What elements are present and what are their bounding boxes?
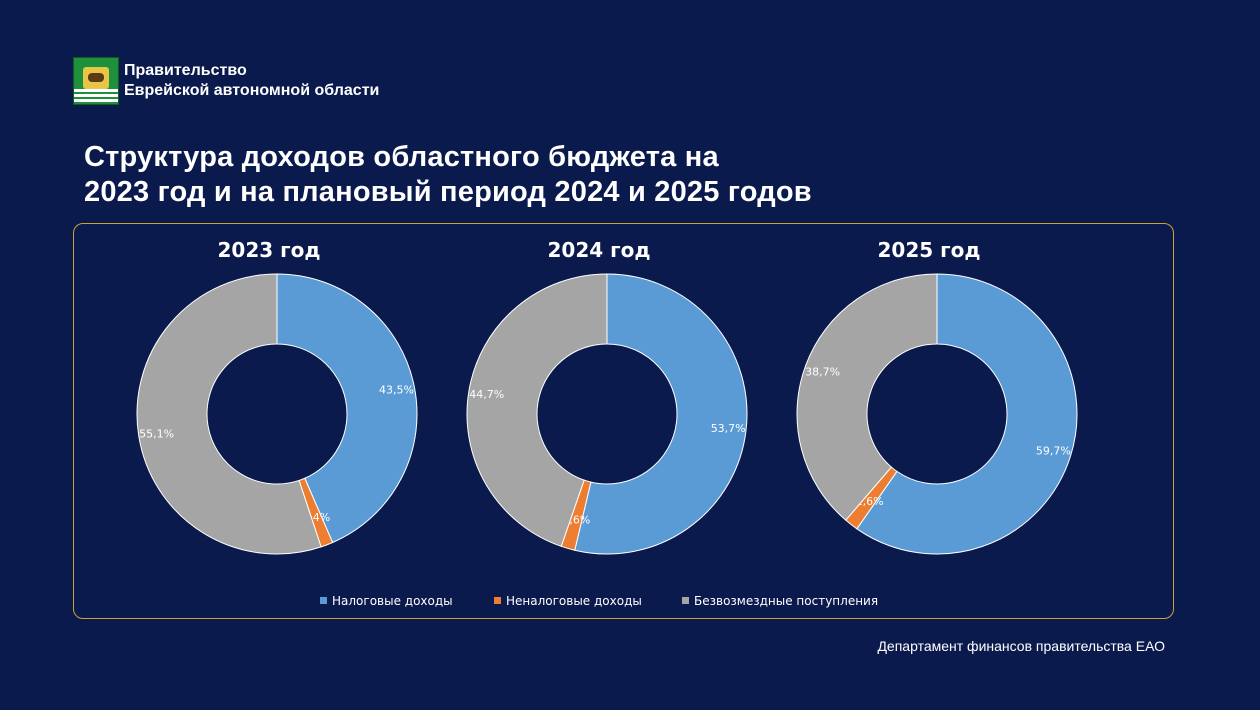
legend-swatch	[320, 597, 327, 604]
donut-slice	[136, 273, 322, 555]
donut-slice	[796, 273, 938, 521]
donut-slice	[574, 273, 748, 555]
data-label: 53,7%	[711, 422, 746, 435]
organization-header: Правительство Еврейской автономной облас…	[73, 57, 379, 105]
data-label: 44,7%	[469, 388, 504, 401]
organization-name-line1: Правительство	[124, 62, 247, 79]
legend-swatch	[494, 597, 501, 604]
chart-title: 2025 год	[878, 238, 981, 262]
donut-slice	[466, 273, 608, 547]
donut-slice	[276, 273, 418, 544]
legend-swatch	[682, 597, 689, 604]
organization-name: Правительство Еврейской автономной облас…	[124, 61, 379, 101]
page-title: Структура доходов областного бюджета на …	[84, 140, 812, 210]
data-label: 38,7%	[805, 366, 840, 379]
data-label: 59,7%	[1036, 445, 1071, 458]
donut-slice	[856, 273, 1078, 555]
chart-title: 2024 год	[548, 238, 651, 262]
legend-label: Неналоговые доходы	[506, 594, 642, 608]
legend-item: Неналоговые доходы	[494, 594, 642, 608]
chart-panel: 2023 год 43,5% 1,4% 55,1% 2024 год 53,7% 1,6% 4…	[73, 223, 1174, 619]
organization-name-line2: Еврейской автономной области	[124, 82, 380, 99]
region-flag-emblem	[73, 57, 119, 105]
data-label: 43,5%	[379, 383, 414, 396]
legend-label: Налоговые доходы	[332, 594, 453, 608]
chart-title: 2023 год	[218, 238, 321, 262]
legend-item: Налоговые доходы	[320, 594, 453, 608]
data-label: 55,1%	[139, 427, 174, 440]
page-title-line1: Структура доходов областного бюджета на	[84, 141, 719, 173]
legend-item: Безвозмездные поступления	[682, 594, 878, 608]
page-title-line2: 2023 год и на плановый период 2024 и 202…	[84, 176, 812, 208]
footer-department: Департамент финансов правительства ЕАО	[877, 638, 1165, 654]
legend-label: Безвозмездные поступления	[694, 594, 878, 608]
